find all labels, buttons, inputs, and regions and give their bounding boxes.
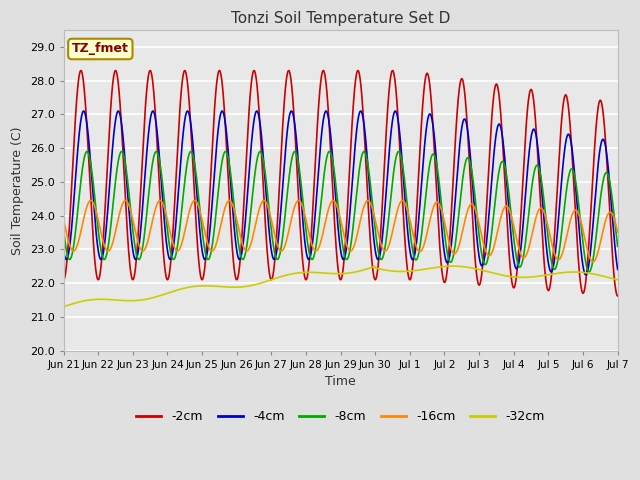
Text: TZ_fmet: TZ_fmet (72, 43, 129, 56)
Y-axis label: Soil Temperature (C): Soil Temperature (C) (11, 126, 24, 254)
X-axis label: Time: Time (325, 375, 356, 388)
Legend: -2cm, -4cm, -8cm, -16cm, -32cm: -2cm, -4cm, -8cm, -16cm, -32cm (131, 405, 550, 428)
Title: Tonzi Soil Temperature Set D: Tonzi Soil Temperature Set D (231, 11, 451, 26)
